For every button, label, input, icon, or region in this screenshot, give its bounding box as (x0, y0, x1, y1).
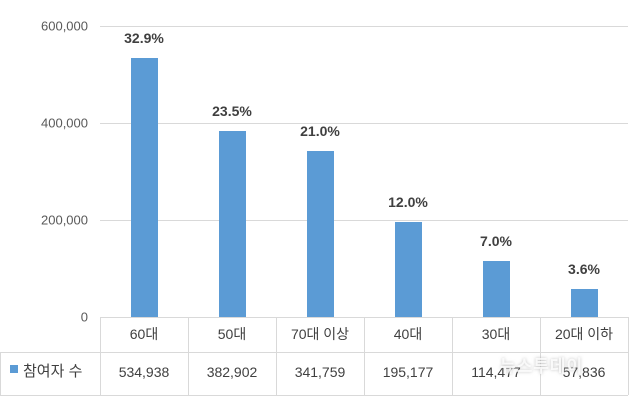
gridline-200000 (100, 220, 628, 221)
y-tick-400000: 400,000 (41, 115, 88, 131)
table-line (188, 317, 189, 395)
legend-label: 참여자 수 (23, 363, 83, 380)
bar (306, 151, 334, 317)
category-label: 20대 이하 (554, 326, 614, 342)
data-label: 23.5% (212, 103, 252, 119)
bar (482, 261, 510, 317)
category-label: 70대 이상 (290, 326, 350, 342)
category-label: 40대 (393, 326, 423, 342)
data-label: 21.0% (300, 123, 340, 139)
table-value: 341,759 (294, 364, 346, 380)
table-line (452, 317, 453, 395)
table-line (628, 317, 629, 395)
table-line (364, 317, 365, 395)
table-line (540, 317, 541, 395)
bar (570, 289, 598, 317)
table-value: 57,836 (562, 364, 606, 380)
data-label: 12.0% (388, 194, 428, 210)
table-value: 114,477 (471, 364, 521, 380)
bar (394, 222, 422, 317)
bar (218, 131, 246, 317)
gridline-400000 (100, 123, 628, 124)
table-value: 534,938 (118, 364, 170, 380)
table-line (0, 395, 628, 396)
data-label: 3.6% (568, 261, 600, 277)
table-line (0, 352, 628, 353)
table-line (100, 317, 101, 395)
data-label: 32.9% (124, 30, 164, 46)
bar (130, 58, 158, 317)
table-value: 382,902 (206, 364, 258, 380)
table-line (0, 352, 1, 395)
data-label: 7.0% (480, 233, 512, 249)
y-tick-200000: 200,000 (41, 212, 88, 228)
table-value: 195,177 (382, 364, 434, 380)
table-line (276, 317, 277, 395)
gridline-600000 (100, 26, 628, 27)
watermark: 뉴스투데이 (500, 357, 584, 376)
category-label: 50대 (217, 326, 247, 342)
y-tick-600000: 600,000 (41, 18, 88, 34)
category-label: 30대 (481, 326, 511, 342)
category-label: 60대 (129, 326, 159, 342)
y-tick-0: 0 (80, 309, 88, 325)
legend-series: 참여자 수 (0, 352, 100, 395)
legend-color-key (10, 365, 18, 373)
